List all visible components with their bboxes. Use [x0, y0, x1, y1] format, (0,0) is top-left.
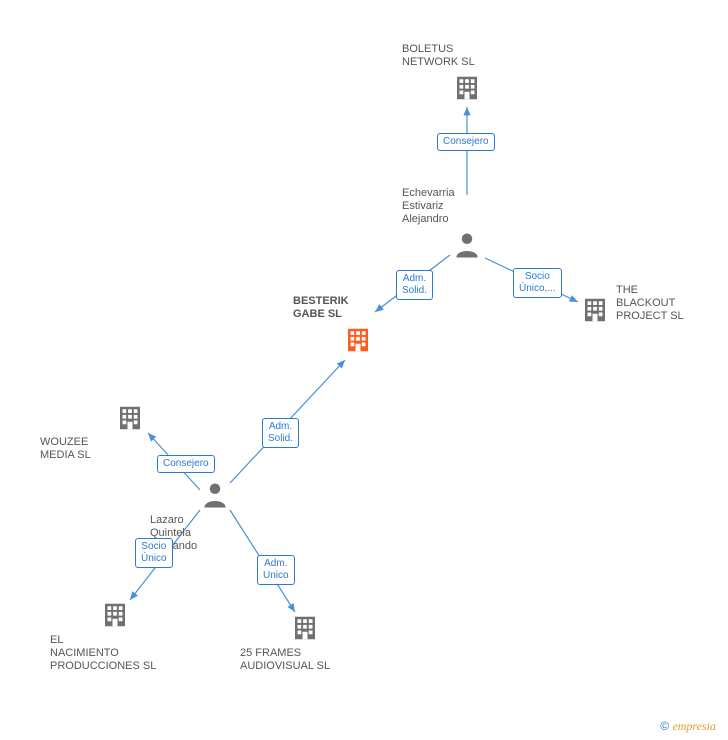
node-wouzee: [115, 403, 145, 438]
node-label-nacimiento: EL NACIMIENTO PRODUCCIONES SL: [50, 634, 180, 673]
edge-label-lazaro-besterik: Adm. Solid.: [262, 418, 299, 448]
node-label-wouzee: WOUZEE MEDIA SL: [40, 436, 130, 462]
node-lazaro: [200, 480, 230, 515]
building-icon: [343, 325, 373, 360]
edge-label-echevarria-besterik: Adm. Solid.: [396, 270, 433, 300]
node-blackout: [580, 295, 610, 330]
node-besterik: [343, 325, 373, 360]
person-icon: [452, 230, 482, 265]
node-echevarria: [452, 230, 482, 265]
node-label-blackout: THE BLACKOUT PROJECT SL: [616, 284, 706, 323]
node-nacimiento: [100, 600, 130, 635]
building-icon: [580, 295, 610, 330]
node-frames25: [290, 613, 320, 648]
building-icon: [452, 73, 482, 108]
diagram-canvas: BOLETUS NETWORK SL Echevarria Estivariz …: [0, 0, 728, 740]
footer: © empresia: [660, 719, 716, 734]
building-icon: [290, 613, 320, 648]
node-label-frames25: 25 FRAMES AUDIOVISUAL SL: [240, 647, 370, 673]
building-icon: [100, 600, 130, 635]
node-label-boletus: BOLETUS NETWORK SL: [402, 43, 532, 69]
edge-label-lazaro-frames25: Adm. Unico: [257, 555, 295, 585]
edge-label-lazaro-wouzee: Consejero: [157, 455, 215, 473]
person-icon: [200, 480, 230, 515]
edge-label-echevarria-boletus: Consejero: [437, 133, 495, 151]
building-icon: [115, 403, 145, 438]
edge-label-echevarria-blackout: Socio Único,...: [513, 268, 562, 298]
edge-label-lazaro-nacimiento: Socio Único: [135, 538, 173, 568]
node-boletus: [452, 73, 482, 108]
copyright-symbol: ©: [660, 719, 669, 733]
node-label-echevarria: Echevarria Estivariz Alejandro: [402, 187, 532, 226]
brand-logo: empresia: [672, 719, 716, 733]
